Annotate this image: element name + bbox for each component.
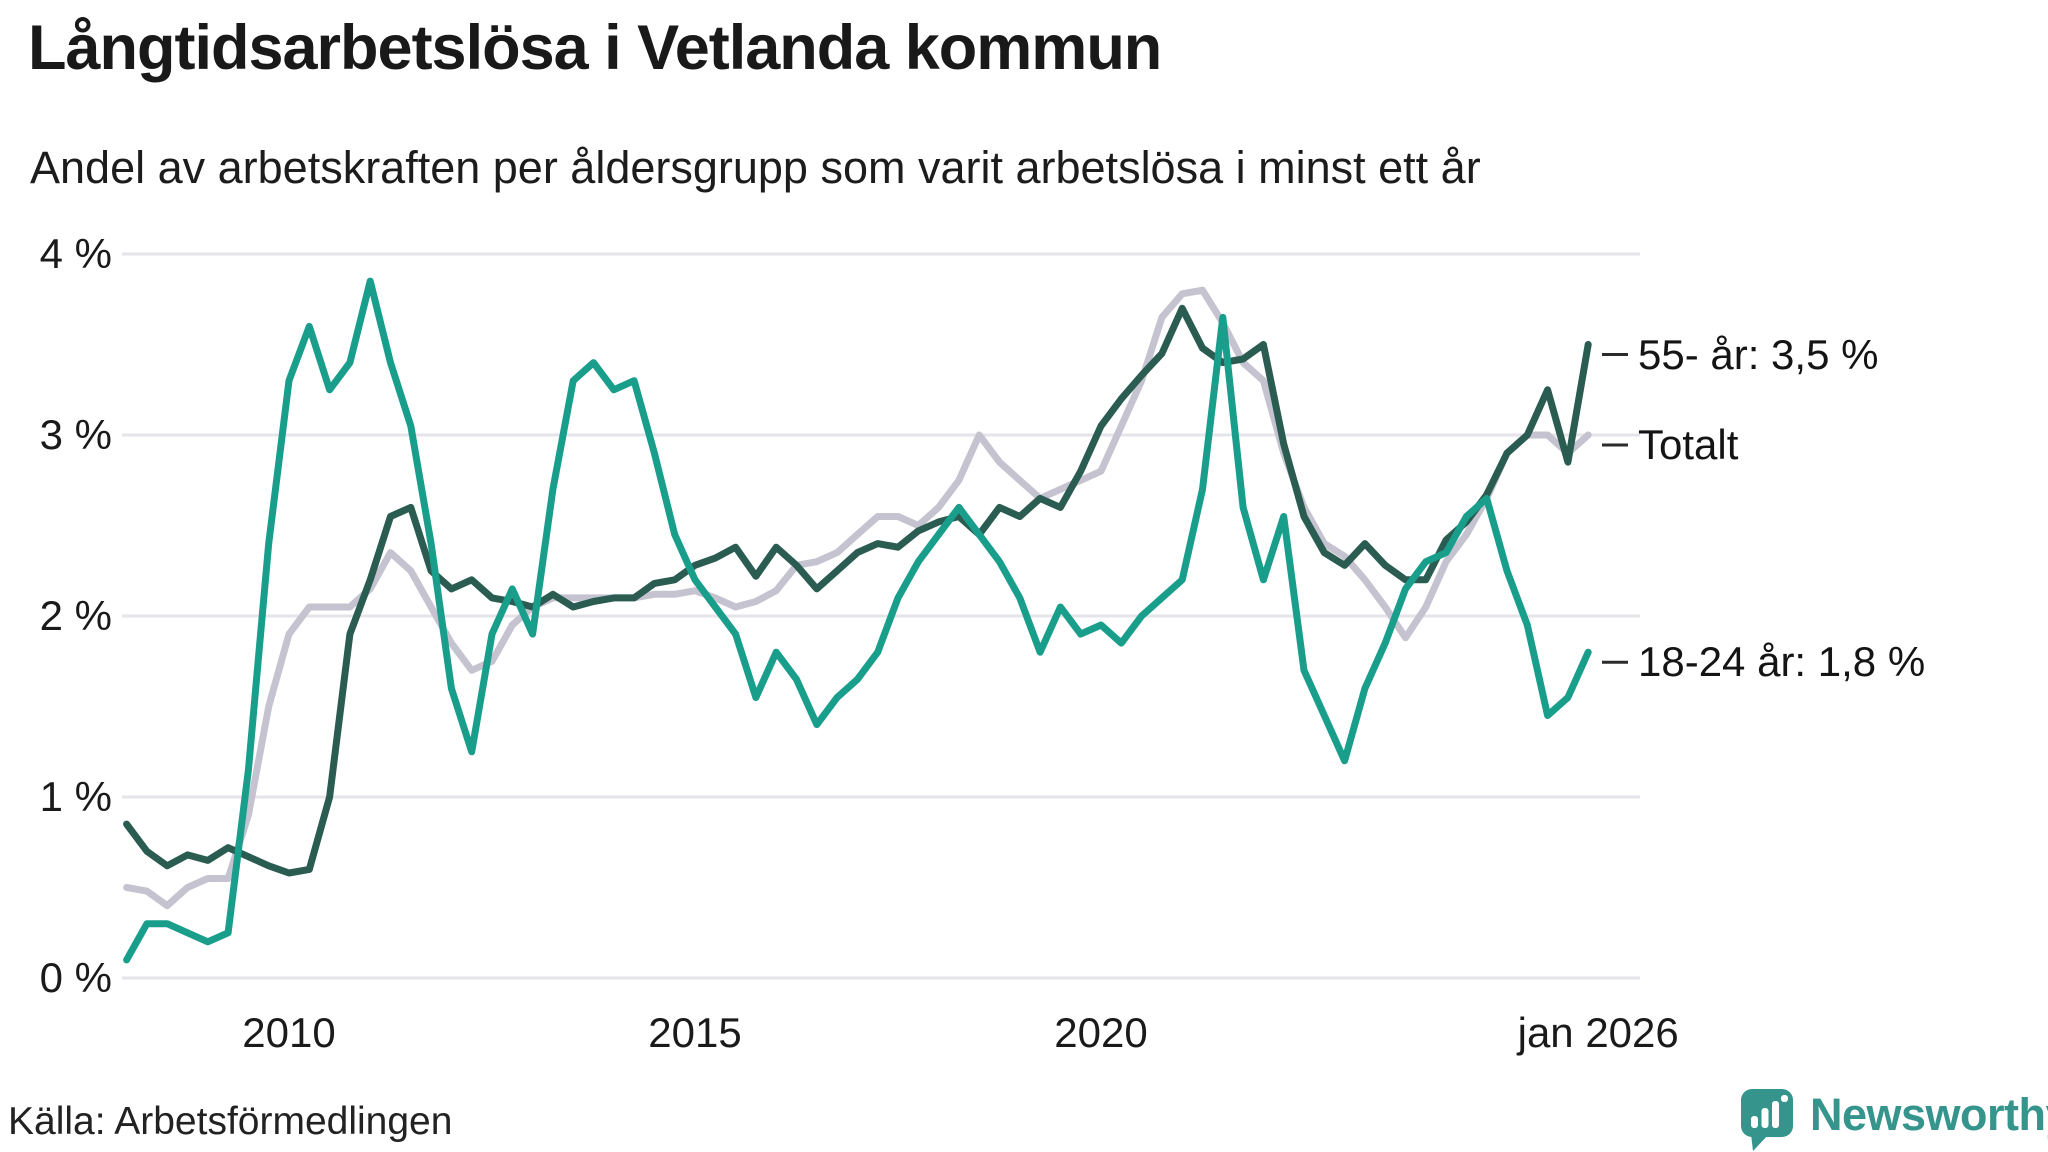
gridlines: [122, 252, 1640, 980]
page-subtitle: Andel av arbetskraften per åldersgrupp s…: [30, 142, 1481, 193]
y-tick-label: 3 %: [39, 411, 112, 458]
series-line-18-24-r: [123, 277, 1592, 964]
newsworthy-logo-text: Newsworthy: [1810, 1089, 2048, 1140]
x-tick-label: jan 2026: [1517, 1009, 1679, 1056]
leader-ticks: [1602, 353, 1628, 664]
speech-bubble-bar-chart-icon: [1741, 1089, 1793, 1151]
series-end-label-55-r: 55- år: 3,5 %: [1638, 330, 1879, 378]
source-note: Källa: Arbetsförmedlingen: [8, 1100, 453, 1143]
series-line-55-r: [123, 304, 1592, 877]
page-title: Långtidsarbetslösa i Vetlanda kommun: [28, 13, 1162, 83]
x-tick-label: 2015: [648, 1009, 742, 1056]
y-tick-label: 0 %: [39, 954, 112, 1001]
series-lines: [123, 277, 1592, 964]
newsworthy-logo: Newsworthy: [1740, 1088, 2048, 1152]
series-line-totalt: [123, 286, 1592, 910]
x-tick-label: 2020: [1054, 1009, 1148, 1056]
y-tick-label: 1 %: [39, 773, 112, 820]
series-end-label-18-24-r: 18-24 år: 1,8 %: [1638, 638, 1926, 686]
series-end-label-totalt: Totalt: [1638, 421, 1739, 468]
y-tick-label: 4 %: [39, 230, 112, 277]
x-tick-label: 2010: [242, 1009, 336, 1056]
y-tick-label: 2 %: [39, 592, 112, 639]
